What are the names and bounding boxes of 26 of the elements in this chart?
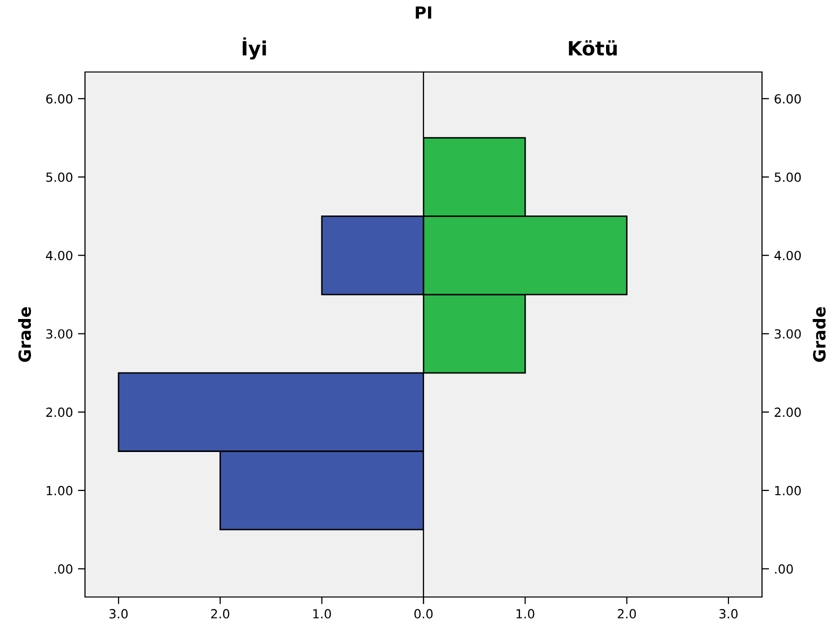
- chart-title: PI: [416, 6, 432, 19]
- y-tick-label: .00: [54, 564, 72, 574]
- y-tick-label: 1.00: [775, 486, 801, 496]
- chart-subtitle: İyi: [242, 37, 266, 60]
- y-tick-label: 3.00: [46, 329, 72, 339]
- y-tick-label: 3.00: [774, 329, 801, 339]
- y-tick-label: 4.00: [46, 250, 72, 260]
- x-tick-label: 3.0: [110, 609, 128, 618]
- x-tick-label: 3.0: [719, 609, 738, 618]
- y-tick-label: 4.00: [774, 250, 801, 260]
- y-tick-label: 5.00: [46, 172, 72, 182]
- y-tick-label: 1.00: [46, 486, 72, 496]
- x-tick-label: 0.0: [414, 609, 433, 618]
- x-tick-label: 1.0: [313, 609, 331, 618]
- y-tick-label: 2.00: [46, 408, 72, 417]
- y-axis-title: Grade: [812, 307, 826, 362]
- y-axis-title: Grade: [18, 307, 32, 362]
- chart-subtitle: Kötü: [568, 40, 617, 56]
- y-tick-label: 6.00: [774, 94, 801, 104]
- y-tick-label: 5.00: [774, 172, 801, 182]
- x-tick-label: 1.0: [516, 609, 534, 618]
- y-tick-label: 2.00: [774, 408, 801, 417]
- x-tick-label: 2.0: [211, 609, 230, 618]
- y-tick-label: 6.00: [46, 94, 72, 104]
- x-tick-label: 2.0: [618, 609, 636, 618]
- y-tick-label: .00: [775, 564, 793, 574]
